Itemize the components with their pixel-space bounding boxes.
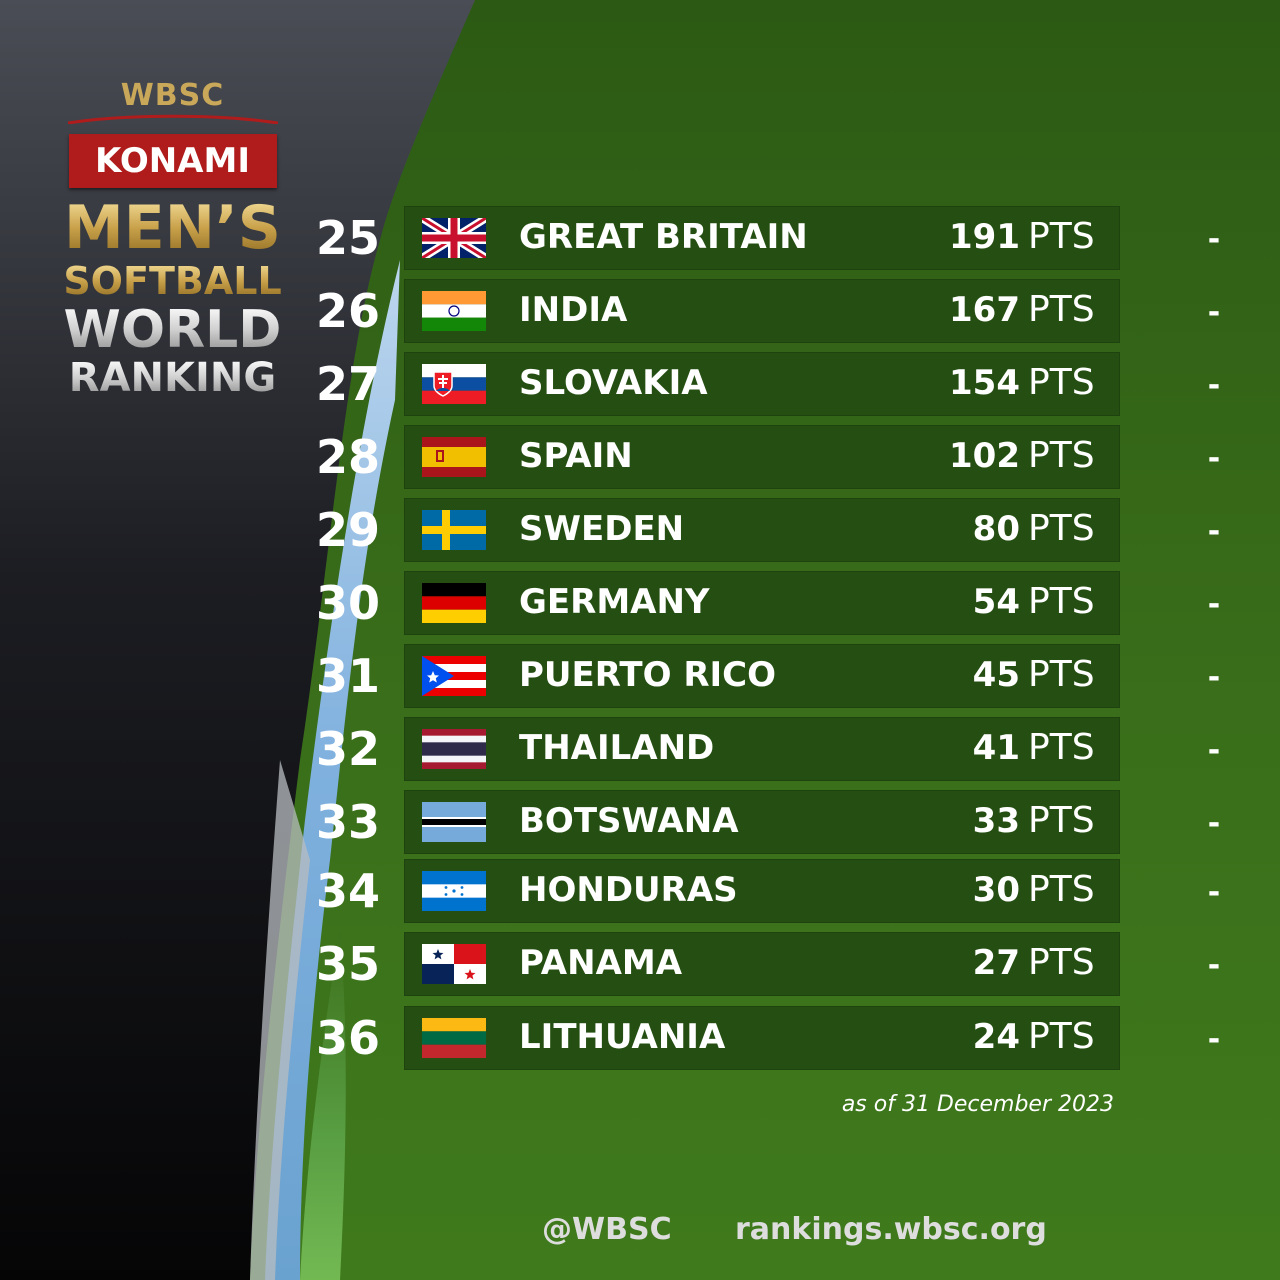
rank-number: 33 (315, 795, 380, 849)
points-unit: PTS (1028, 1016, 1095, 1057)
country-name: PUERTO RICO (519, 655, 777, 695)
slovakia-flag-icon (422, 364, 486, 404)
lithuania-flag-icon (422, 1018, 486, 1058)
ranking-row: PUERTO RICO 45 PTS (404, 644, 1120, 708)
rank-change-indicator: - (1207, 948, 1221, 983)
title-ranking: RANKING (60, 358, 285, 398)
rank-change-indicator: - (1207, 514, 1221, 549)
rank-change-indicator: - (1207, 587, 1221, 622)
botswana-flag-icon (422, 802, 486, 842)
ranking-row: GERMANY 54 PTS (404, 571, 1120, 635)
points-value: 167 (949, 290, 1020, 330)
country-name: INDIA (519, 290, 628, 330)
points-value: 80 (972, 509, 1020, 549)
social-handle[interactable]: @WBSC (542, 1212, 672, 1247)
rank-number: 32 (315, 722, 380, 776)
germany-flag-icon (422, 583, 486, 623)
rank-number: 29 (315, 503, 380, 557)
rank-change-indicator: - (1207, 295, 1221, 330)
country-name: HONDURAS (519, 870, 738, 910)
rank-number: 27 (315, 357, 380, 411)
points-unit: PTS (1028, 869, 1095, 910)
rank-change-indicator: - (1207, 1022, 1221, 1057)
title-softball: SOFTBALL (60, 262, 285, 300)
points-unit: PTS (1028, 289, 1095, 330)
points-unit: PTS (1028, 654, 1095, 695)
points-value: 45 (972, 655, 1020, 695)
ranking-row: SWEDEN 80 PTS (404, 498, 1120, 562)
title-world: WORLD (60, 304, 285, 356)
country-name: BOTSWANA (519, 801, 739, 841)
country-name: SWEDEN (519, 509, 685, 549)
ranking-row: SPAIN 102 PTS (404, 425, 1120, 489)
website-link[interactable]: rankings.wbsc.org (735, 1212, 1047, 1247)
spain-flag-icon (422, 437, 486, 477)
honduras-flag-icon (422, 871, 486, 911)
swoosh-icon (67, 114, 278, 124)
country-name: GERMANY (519, 582, 710, 622)
ranking-row: THAILAND 41 PTS (404, 717, 1120, 781)
points-value: 102 (949, 436, 1020, 476)
wbsc-wordmark: WBSC (120, 78, 225, 113)
rank-number: 25 (315, 211, 380, 265)
title-mens: MEN’S (60, 198, 285, 258)
ranking-row: SLOVAKIA 154 PTS (404, 352, 1120, 416)
rank-number: 36 (315, 1011, 380, 1065)
country-name: GREAT BRITAIN (519, 217, 808, 257)
as-of-date: as of 31 December 2023 (841, 1092, 1114, 1117)
points-value: 154 (949, 363, 1020, 403)
country-name: THAILAND (519, 728, 715, 768)
rank-number: 28 (315, 430, 380, 484)
points-unit: PTS (1028, 435, 1095, 476)
great-britain-flag-icon (422, 218, 486, 258)
points-unit: PTS (1028, 508, 1095, 549)
ranking-row: HONDURAS 30 PTS (404, 859, 1120, 923)
rank-change-indicator: - (1207, 441, 1221, 476)
ranking-row: LITHUANIA 24 PTS (404, 1006, 1120, 1070)
puerto-rico-flag-icon (422, 656, 486, 696)
points-value: 54 (972, 582, 1020, 622)
konami-wordmark: KONAMI (68, 134, 277, 188)
rank-change-indicator: - (1207, 660, 1221, 695)
india-flag-icon (422, 291, 486, 331)
thailand-flag-icon (422, 729, 486, 769)
country-name: SPAIN (519, 436, 633, 476)
rank-number: 26 (315, 284, 380, 338)
ranking-row: INDIA 167 PTS (404, 279, 1120, 343)
points-unit: PTS (1028, 216, 1095, 257)
points-value: 27 (972, 943, 1020, 983)
wbsc-konami-logo: WBSC KONAMI MEN’S SOFTBALL WORLD RANKING (60, 78, 285, 398)
country-name: LITHUANIA (519, 1017, 726, 1057)
panama-flag-icon (422, 944, 486, 984)
points-unit: PTS (1028, 581, 1095, 622)
points-value: 24 (972, 1017, 1020, 1057)
rank-change-indicator: - (1207, 733, 1221, 768)
points-value: 33 (972, 801, 1020, 841)
rank-number: 31 (315, 649, 380, 703)
points-unit: PTS (1028, 942, 1095, 983)
points-unit: PTS (1028, 800, 1095, 841)
rank-change-indicator: - (1207, 368, 1221, 403)
rank-number: 34 (315, 864, 380, 918)
sweden-flag-icon (422, 510, 486, 550)
rank-change-indicator: - (1207, 875, 1221, 910)
rank-change-indicator: - (1207, 806, 1221, 841)
rank-number: 30 (315, 576, 380, 630)
rank-change-indicator: - (1207, 222, 1221, 257)
points-value: 41 (972, 728, 1020, 768)
points-unit: PTS (1028, 727, 1095, 768)
points-unit: PTS (1028, 362, 1095, 403)
ranking-row: BOTSWANA 33 PTS (404, 790, 1120, 854)
ranking-row: PANAMA 27 PTS (404, 932, 1120, 996)
points-value: 30 (972, 870, 1020, 910)
country-name: SLOVAKIA (519, 363, 708, 403)
ranking-row: GREAT BRITAIN 191 PTS (404, 206, 1120, 270)
country-name: PANAMA (519, 943, 683, 983)
points-value: 191 (949, 217, 1020, 257)
rank-number: 35 (315, 937, 380, 991)
